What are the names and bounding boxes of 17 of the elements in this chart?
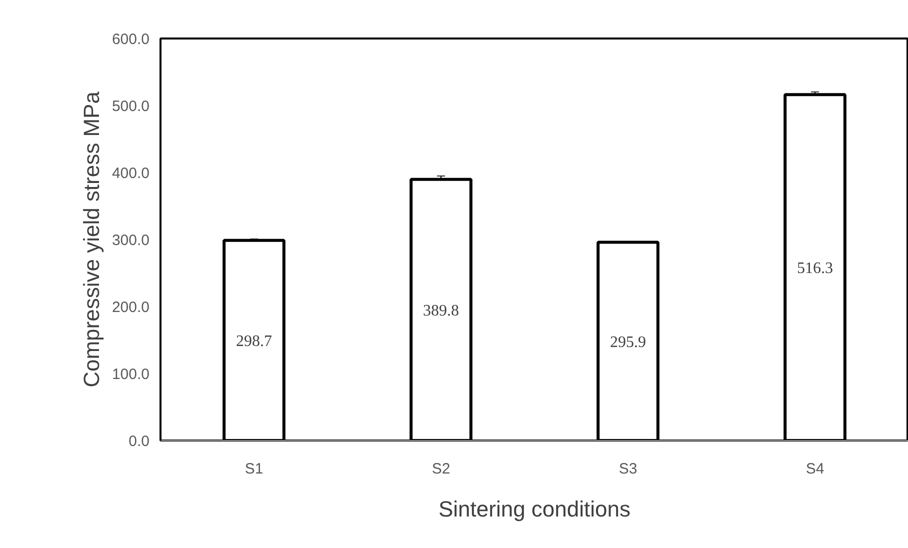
x-axis-title: Sintering conditions: [438, 496, 631, 522]
y-tick-label: 500.0: [112, 98, 150, 115]
y-axis-title: Compressive yield stress MPa: [78, 90, 104, 388]
y-tick-label: 300.0: [112, 232, 150, 249]
data-label: 516.3: [797, 260, 833, 278]
data-label: 298.7: [236, 332, 272, 350]
x-tick-label: S1: [244, 460, 264, 478]
x-tick-label: S2: [432, 460, 450, 478]
y-tick-label: 0.0: [128, 433, 150, 450]
y-tick-label: 100.0: [112, 366, 150, 383]
x-tick-label: S3: [618, 460, 638, 478]
y-tick-label: 400.0: [112, 165, 150, 182]
data-label: 389.8: [423, 302, 459, 320]
data-label: 295.9: [610, 334, 646, 351]
y-tick-label: 200.0: [112, 299, 150, 316]
x-tick-label: S4: [806, 460, 824, 478]
y-tick-label: 600.0: [112, 31, 150, 48]
